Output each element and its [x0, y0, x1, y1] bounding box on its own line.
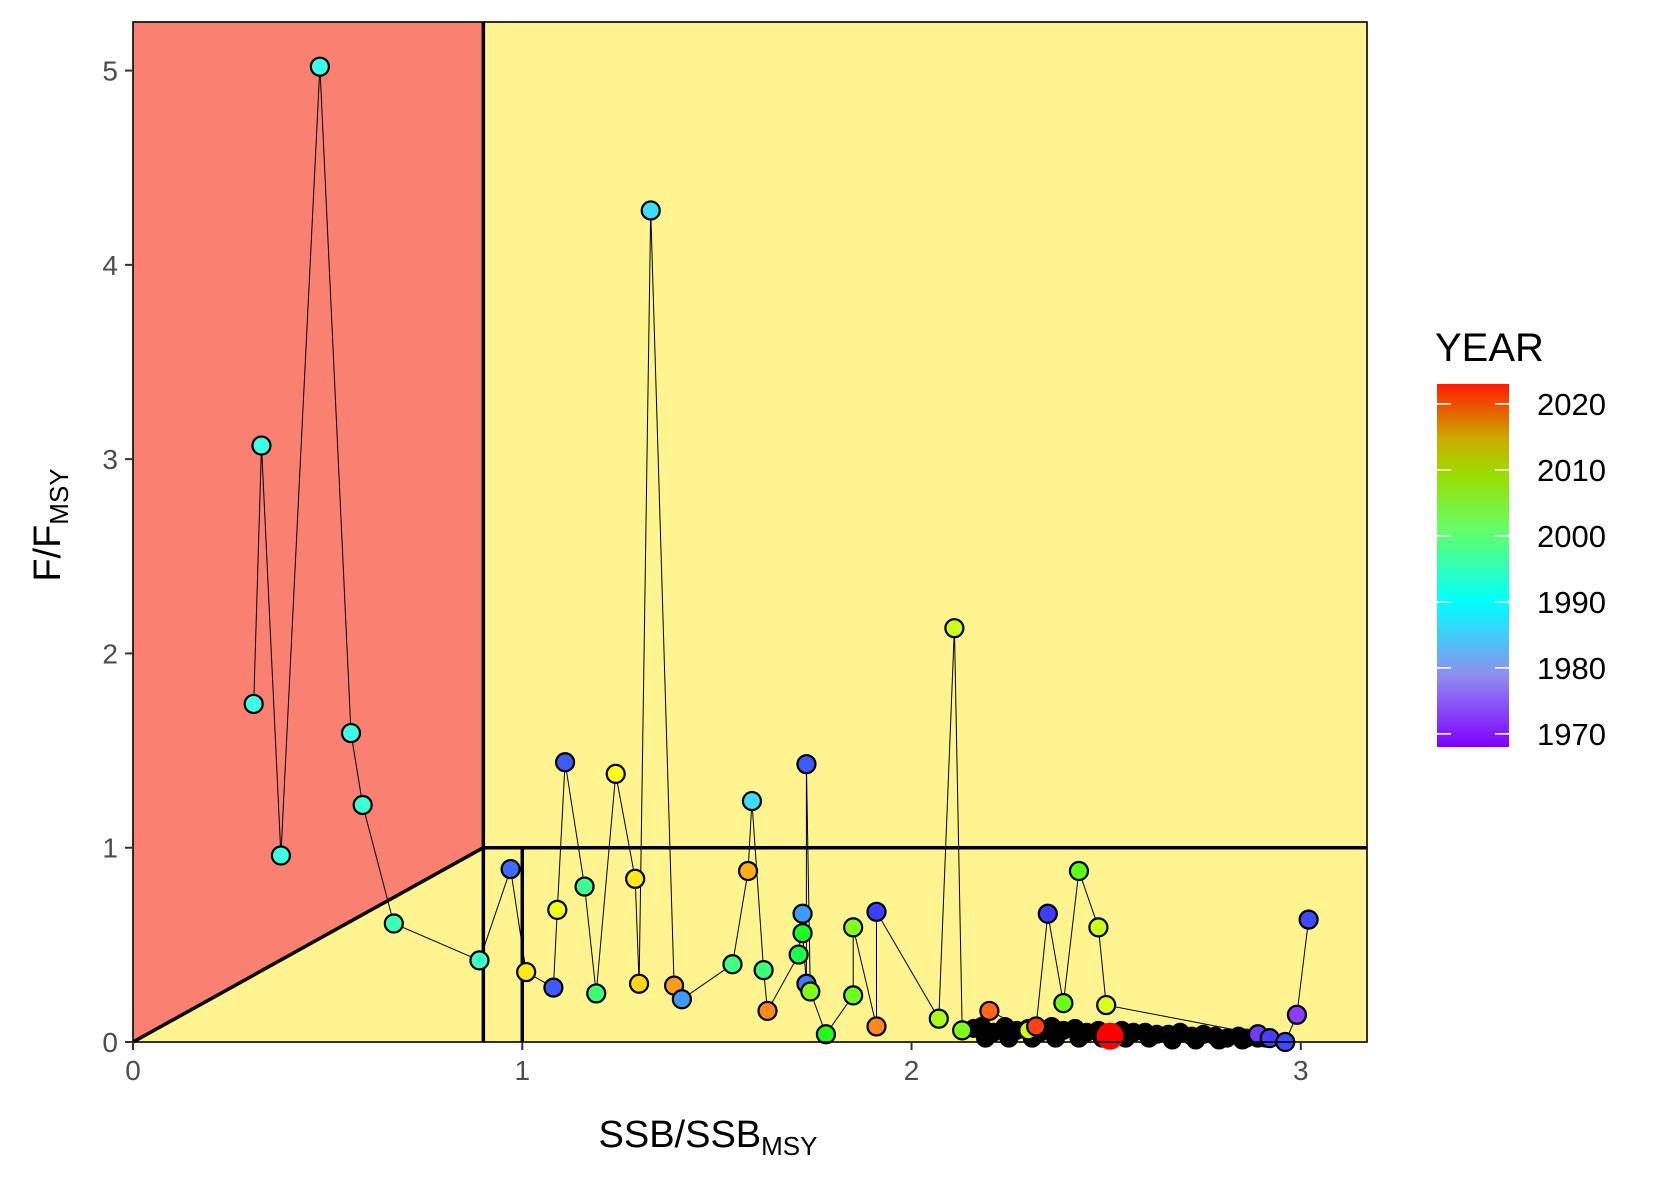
- trajectory-point: [671, 989, 692, 1010]
- projection-point: [1069, 1028, 1089, 1048]
- harvest-control-rule-line: [132, 846, 485, 1044]
- trajectory-point: [270, 845, 292, 866]
- trajectory-point: [640, 200, 661, 221]
- trajectory-point: [722, 954, 743, 975]
- legend-ticks: 2020 2010 2000 1990 1980 1970: [1437, 387, 1606, 752]
- projection-point: [1046, 1028, 1066, 1048]
- x-tick-label: 0: [125, 1055, 141, 1086]
- trajectory-point: [944, 618, 965, 639]
- trajectory-point: [815, 1024, 837, 1045]
- trajectory-point: [792, 923, 813, 944]
- trajectory-point: [1298, 909, 1319, 930]
- trajectory-point: [1068, 860, 1090, 882]
- x-axis-title: SSB/SSBMSY: [599, 1114, 818, 1161]
- trajectory-point: [554, 752, 576, 773]
- status-zones: [133, 22, 1367, 1042]
- y-axis-ticks: 0 1 2 3 4 5: [102, 56, 133, 1058]
- trajectory-point: [1037, 903, 1058, 924]
- y-axis-title: F/FMSY: [27, 468, 74, 581]
- y-tick-label: 2: [102, 638, 118, 669]
- trajectory-point: [352, 794, 373, 816]
- trajectory-point: [500, 858, 521, 880]
- x-axis-ticks: 0 1 2 3: [125, 1042, 1309, 1086]
- projection-point: [1162, 1030, 1182, 1050]
- trajectory-point: [547, 899, 568, 920]
- trajectory-point: [251, 435, 272, 456]
- trajectory-point: [843, 985, 864, 1006]
- trajectory-point: [605, 763, 626, 784]
- legend-tick-label: 1970: [1537, 717, 1606, 752]
- trajectory-point: [737, 860, 759, 882]
- y-tick-label: 1: [102, 833, 118, 864]
- y-tick-label: 0: [102, 1027, 118, 1058]
- legend-tick-label: 2020: [1537, 387, 1606, 422]
- legend-tick-label: 2010: [1537, 453, 1606, 488]
- trajectory-point: [586, 983, 607, 1004]
- trajectory-point: [753, 960, 774, 981]
- x-tick-label: 2: [904, 1055, 920, 1086]
- trajectory-point: [1286, 1004, 1308, 1025]
- trajectory-point: [1088, 917, 1109, 938]
- x-tick-label: 3: [1293, 1055, 1309, 1086]
- trajectory-point: [979, 1000, 1000, 1022]
- trajectory-point: [516, 961, 537, 983]
- trajectory-point: [843, 917, 864, 938]
- y-tick-label: 3: [102, 444, 118, 475]
- trajectory-point: [309, 56, 330, 77]
- trajectory-point: [796, 754, 817, 775]
- projection-point: [1139, 1028, 1159, 1048]
- x-axis-title-main: SSB/SSB: [599, 1114, 762, 1156]
- current-point: [1096, 1022, 1124, 1050]
- trajectory-point: [741, 790, 763, 812]
- trajectory-point: [788, 944, 809, 965]
- y-axis-title-sub: MSY: [44, 468, 74, 524]
- legend-tick-label: 1980: [1537, 651, 1606, 686]
- trajectory-point: [340, 722, 362, 744]
- overfished-zone: [133, 22, 484, 1042]
- trajectory-point: [469, 950, 490, 971]
- projection-point: [976, 1028, 996, 1048]
- y-tick-label: 4: [102, 250, 118, 281]
- trajectory-point: [866, 901, 887, 922]
- trajectory-point: [1026, 1016, 1047, 1037]
- legend-tick-label: 1990: [1537, 585, 1606, 620]
- current-year-point: [1096, 1022, 1124, 1050]
- legend-tick-label: 2000: [1537, 519, 1606, 554]
- color-bar: [1437, 384, 1509, 747]
- trajectory-point: [1053, 993, 1074, 1014]
- x-axis-title-sub: MSY: [761, 1131, 817, 1161]
- trajectory-point: [757, 1000, 778, 1022]
- x-tick-label: 1: [514, 1055, 530, 1086]
- trajectory-point: [574, 876, 595, 897]
- legend-title: YEAR: [1435, 326, 1544, 370]
- trajectory-point: [543, 977, 564, 998]
- trajectory-point: [928, 1008, 949, 1029]
- trajectory-point: [625, 868, 646, 889]
- trajectory-point: [243, 693, 264, 715]
- trajectory-point: [792, 903, 813, 924]
- plot-panel-border: [132, 21, 1368, 1043]
- trajectory-point: [628, 973, 650, 994]
- trajectory-point: [1096, 994, 1117, 1016]
- trajectory-point: [383, 913, 404, 934]
- y-tick-label: 5: [102, 56, 118, 87]
- trajectory-point: [800, 981, 821, 1002]
- projection-point: [999, 1028, 1019, 1048]
- year-legend: YEAR 2020 2010 2000 1990 1980 1970: [1435, 326, 1606, 752]
- y-axis-title-main: F/F: [27, 525, 69, 582]
- trajectory-point: [952, 1020, 973, 1041]
- projection-point: [1186, 1030, 1206, 1050]
- trajectory-point: [866, 1016, 887, 1037]
- projection-point: [1209, 1030, 1229, 1050]
